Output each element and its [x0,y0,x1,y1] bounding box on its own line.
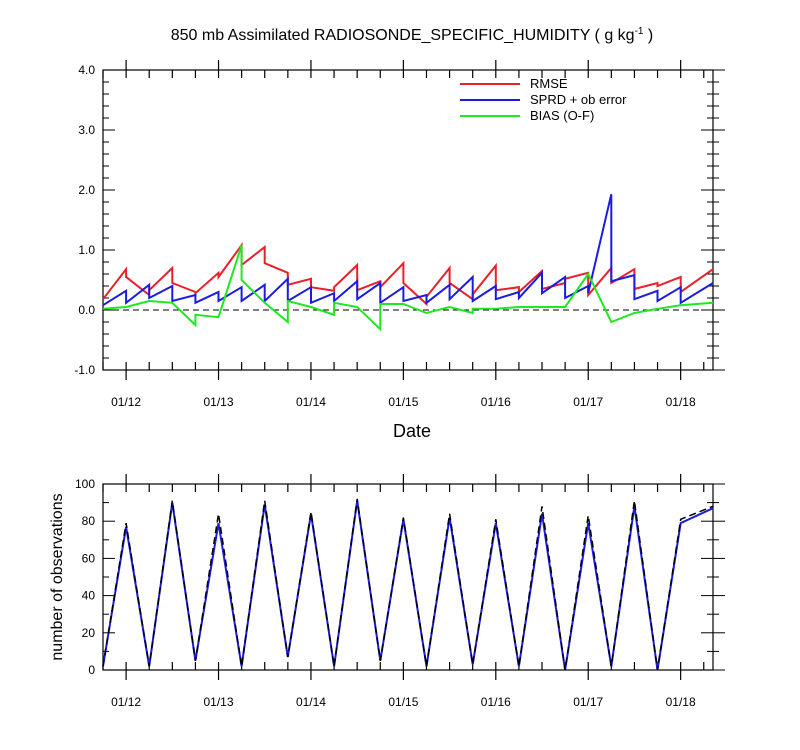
x-tick-label: 01/12 [111,695,141,709]
x-axis-label: Date [393,421,431,441]
y-tick-label: 4.0 [78,63,95,77]
rmse-bias-chart: 850 mb Assimilated RADIOSONDE_SPECIFIC_H… [74,26,725,441]
x-tick-label: 01/18 [666,395,696,409]
x-tick-label: 01/17 [573,695,603,709]
top-plot-area: 01/12 01/13 01/14 01/15 01/16 01/17 01/18 -1.0 0… [74,60,725,409]
y-tick-label: 1.0 [78,243,95,257]
series-line-observations-possible [102,498,714,671]
y-axis-label: number of observations [49,493,66,660]
x-tick-label: 01/14 [296,395,326,409]
series-line-rmse [102,242,714,307]
y-tick-label: 3.0 [78,123,95,137]
chart-title: 850 mb Assimilated RADIOSONDE_SPECIFIC_H… [171,26,654,44]
bottom-plot-area: 01/12 01/13 01/14 01/15 01/16 01/17 01/18 0 20 40… [75,474,725,709]
y-tick-label: -1.0 [74,363,95,377]
y-tick-label: 20 [82,626,96,640]
series-line-sprd-ob-error [102,193,714,307]
legend-label: RMSE [530,76,568,91]
x-tick-label: 01/14 [296,695,326,709]
x-tick-label: 01/15 [388,395,418,409]
y-tick-label: 0 [88,663,95,677]
y-tick-label: 2.0 [78,183,95,197]
x-tick-label: 01/12 [111,395,141,409]
x-tick-label: 01/16 [481,395,511,409]
plot-frame [102,483,714,671]
x-tick-label: 01/13 [204,395,234,409]
x-tick-label: 01/16 [481,695,511,709]
y-tick-label: 0.0 [78,303,95,317]
x-tick-label: 01/15 [388,695,418,709]
y-tick-label: 80 [82,514,96,528]
legend-label: SPRD + ob error [530,92,627,107]
plot-frame [102,69,714,371]
y-tick-label: 100 [75,477,95,491]
series-line-bias-o-f- [102,244,714,332]
x-tick-label: 01/18 [666,695,696,709]
y-tick-label: 60 [82,551,96,565]
y-tick-label: 40 [82,589,96,603]
legend-label: BIAS (O-F) [530,108,594,123]
series-line-observations-used [102,500,714,671]
x-tick-label: 01/17 [573,395,603,409]
x-tick-label: 01/13 [204,695,234,709]
observations-chart: 01/12 01/13 01/14 01/15 01/16 01/17 01/18 0 20 40… [49,474,725,709]
